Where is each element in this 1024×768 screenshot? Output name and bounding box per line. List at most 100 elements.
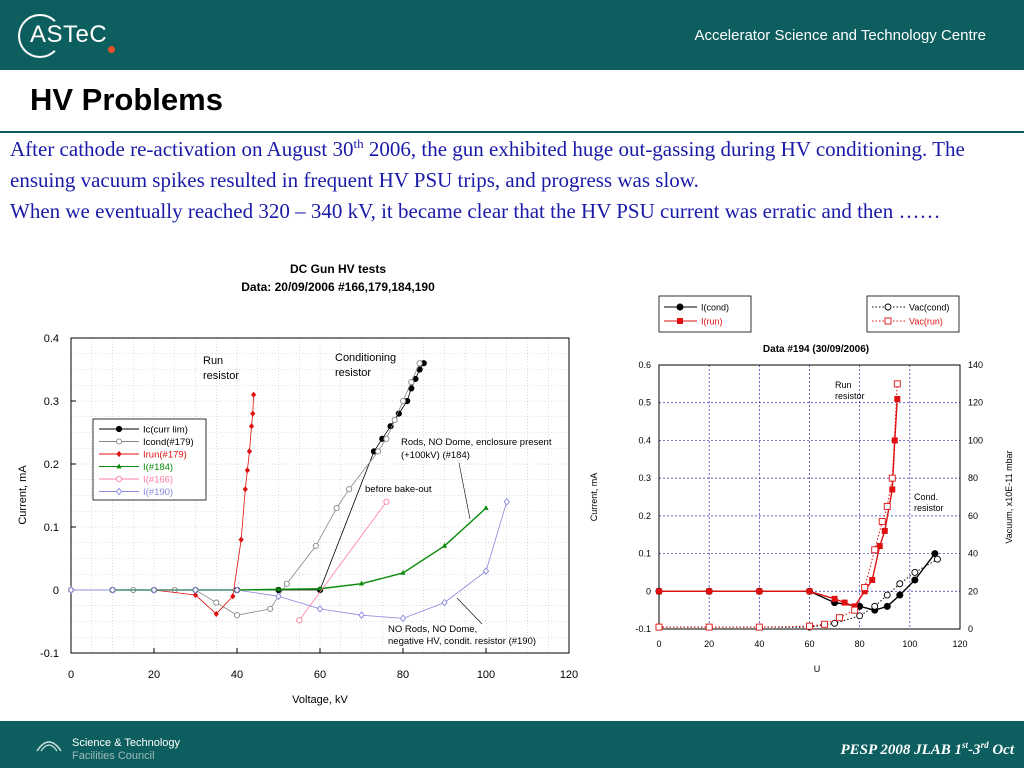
x-tick-label: 60 [314,669,326,681]
data-point-icond-179 [375,448,382,455]
y-tick-label: 0.2 [638,511,651,521]
data-point-i-166 [383,498,390,505]
chart2-annotations: Run resistor Cond. resistor [835,380,944,513]
data-point-vac-cond [871,602,879,610]
y2-tick-label: 40 [968,549,978,559]
annotation-run-resistor: Run resistor [203,355,239,382]
x-tick-label: 20 [704,639,714,649]
data-point-i-190 [399,614,407,623]
annotation-line: (+100kV) (#184) [401,450,470,461]
y-tick-label: 0.3 [638,473,651,483]
chart1-subtitle: Data: 20/09/2006 #166,179,184,190 [241,280,435,294]
para1-text-b: 2006, the gun exhibited huge out-gassing… [10,137,965,192]
data-point-i-run [891,437,898,444]
legend-marker [677,318,683,324]
x-tick-label: 120 [560,669,578,681]
annotation-run-resistor-2: Run resistor [835,380,865,401]
y-tick-label: 0.4 [638,435,651,445]
data-point-irun-179 [246,448,253,455]
data-point-i-run [851,603,858,610]
legend-label: I(#166) [143,475,173,486]
data-point-i-190 [109,586,116,594]
data-point-icond-179 [399,397,407,405]
y2-tick-label: 100 [968,435,983,445]
data-point-vac-run [705,623,713,631]
logo-text: ASTeC [30,21,108,48]
data-point-i-190 [441,598,448,607]
legend-marker [115,487,123,496]
data-point-irun-179 [213,610,219,618]
astec-logo: ASTeC [18,12,118,58]
data-point-irun-179 [250,410,256,417]
legend-label: Vac(run) [909,317,943,327]
annotation-line: resistor [914,503,944,513]
conf-sup-st: st [962,740,969,750]
annotation-line: Conditioning [335,352,396,364]
conf-suffix: Oct [988,742,1014,758]
annotation-before-bakeout: before bake-out [365,484,432,495]
legend-marker [115,475,123,483]
data-point-irun-179 [192,591,199,599]
annotation-line: NO Rods, NO Dome, [388,624,477,635]
data-point-vac-cond [831,619,839,627]
chart2-xlabel: U [814,664,821,674]
data-point-vac-run [821,620,829,628]
pointer-line-rods [458,462,471,520]
data-point-vac-cond [911,568,919,576]
chart2-title: Data #194 (30/09/2006) [763,344,869,355]
slide-body: After cathode re-activation on August 30… [10,134,1000,227]
data-point-i-run [841,599,848,606]
data-point-i-190 [358,611,365,620]
chart-data-194: I(cond) I(run) Vac(cond) Vac(run) Data #194… [589,295,1014,674]
data-point-irun-179 [244,467,250,474]
legend-marker [115,425,123,433]
data-point-i-190 [482,567,490,575]
data-point-i-190 [150,586,158,594]
chart-dc-gun-hv: DC Gun HV tests Data: 20/09/2006 #166,17… [17,262,578,706]
data-point-vac-run [655,623,663,631]
data-point-icond-179 [333,505,340,512]
series-i-166 [296,498,390,624]
data-point-icond-179 [312,542,319,549]
y-tick-label: 0.5 [638,398,651,408]
data-point-vac-run [836,614,844,622]
series-line-i-190 [71,501,508,619]
logo-dot-icon [108,46,115,53]
annotation-line: Run [835,380,852,390]
annotation-line: Cond. [914,492,938,502]
x-tick-label: 40 [754,639,764,649]
y2-tick-label: 0 [968,624,973,634]
legend-marker [115,438,123,445]
y-tick-label: -0.1 [635,624,651,634]
data-point-i-184 [400,569,406,575]
x-tick-label: 60 [804,639,814,649]
legend-box [866,295,960,333]
data-point-icond-179 [213,599,220,606]
data-point-vac-run [861,584,869,591]
data-point-i-190 [233,586,241,594]
y2-tick-label: 120 [968,398,983,408]
series-i-cond [655,550,939,614]
data-point-vac-cond [933,555,941,563]
data-point-irun-179 [242,486,248,493]
x-tick-label: 120 [952,639,967,649]
legend-box [658,295,752,333]
annotation-conditioning-resistor: Conditioning resistor [335,352,399,379]
data-point-icond-179 [233,612,241,619]
data-point-i-run [894,395,901,402]
legend-marker [884,317,892,325]
conf-mid: -3 [968,742,981,758]
data-point-i-190 [316,605,324,613]
data-point-vac-run [893,380,901,388]
annotation-cond-resistor: Cond. resistor [914,492,944,513]
x-tick-label: 40 [231,669,243,681]
data-point-i-run [656,588,662,595]
legend-marker [676,303,684,311]
series-line-i-184 [112,507,487,591]
para1-superscript: th [353,136,364,151]
y-tick-label: 0.4 [44,333,59,345]
y-tick-label: 0.2 [44,459,59,471]
data-point-i-184 [317,585,323,591]
legend-marker [116,450,122,458]
y-tick-label: 0.6 [638,360,651,370]
